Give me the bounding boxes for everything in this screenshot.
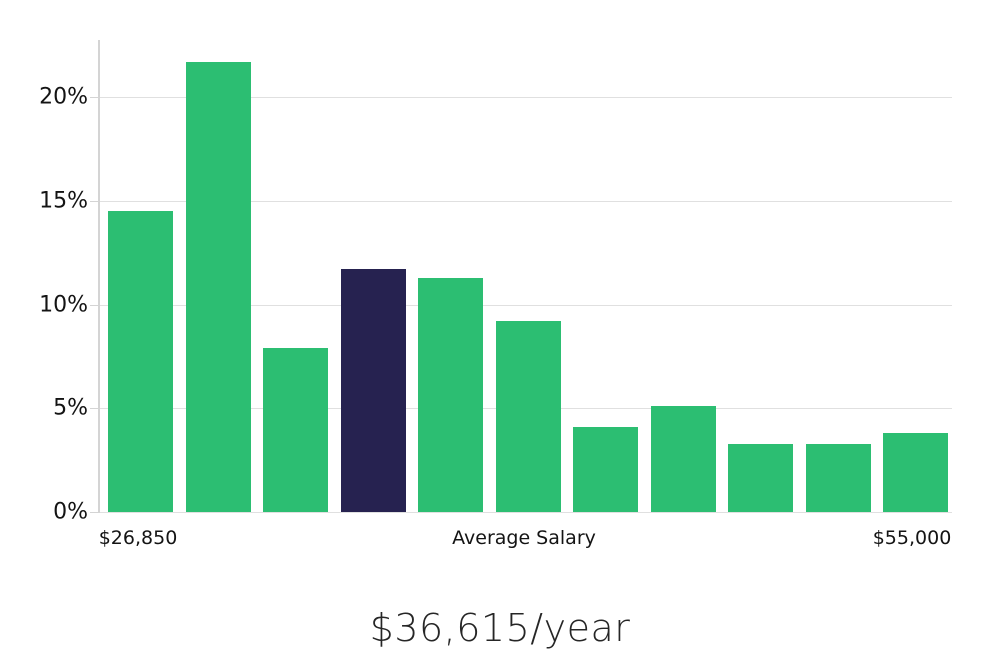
y-tick-mark [90, 408, 100, 410]
y-tick-mark [90, 304, 100, 306]
y-tick-label: 20% [39, 84, 88, 110]
gridline-15% [100, 200, 952, 202]
y-tick-label: 10% [39, 292, 88, 317]
average-salary-value-title: $36,615/year [369, 606, 631, 650]
x-axis-max-label: $55,000 [872, 527, 952, 549]
salary-bin-bar [418, 277, 483, 512]
gridline-10% [100, 304, 952, 306]
salary-bin-bar [650, 406, 716, 512]
y-tick-mark [90, 512, 100, 513]
y-tick-label: 5% [53, 395, 88, 421]
plot-area: 0% 5% 10% 15% 20% [39, 40, 952, 525]
salary-bin-bar [728, 443, 793, 512]
y-tick-mark [90, 97, 100, 98]
salary-bin-bar [883, 433, 948, 512]
highlighted-average-salary-bar [340, 269, 406, 512]
salary-bin-bar [108, 211, 173, 512]
gridline-0% [100, 512, 952, 513]
salary-bin-bar [263, 348, 328, 512]
x-axis-min-label: $26,850 [98, 527, 178, 549]
gridline-20% [100, 97, 952, 98]
x-axis-average-salary-label: Average Salary [452, 527, 596, 549]
salary-bin-bar [805, 443, 871, 512]
y-tick-label: 0% [53, 499, 88, 525]
y-tick-label: 15% [39, 188, 88, 214]
salary-bin-bar [573, 426, 638, 512]
x-axis-labels: $26,850 Average Salary $55,000 [0, 527, 1000, 557]
salary-bin-bar [185, 61, 251, 512]
salary-bin-bar [495, 321, 561, 512]
y-tick-mark [90, 200, 100, 202]
